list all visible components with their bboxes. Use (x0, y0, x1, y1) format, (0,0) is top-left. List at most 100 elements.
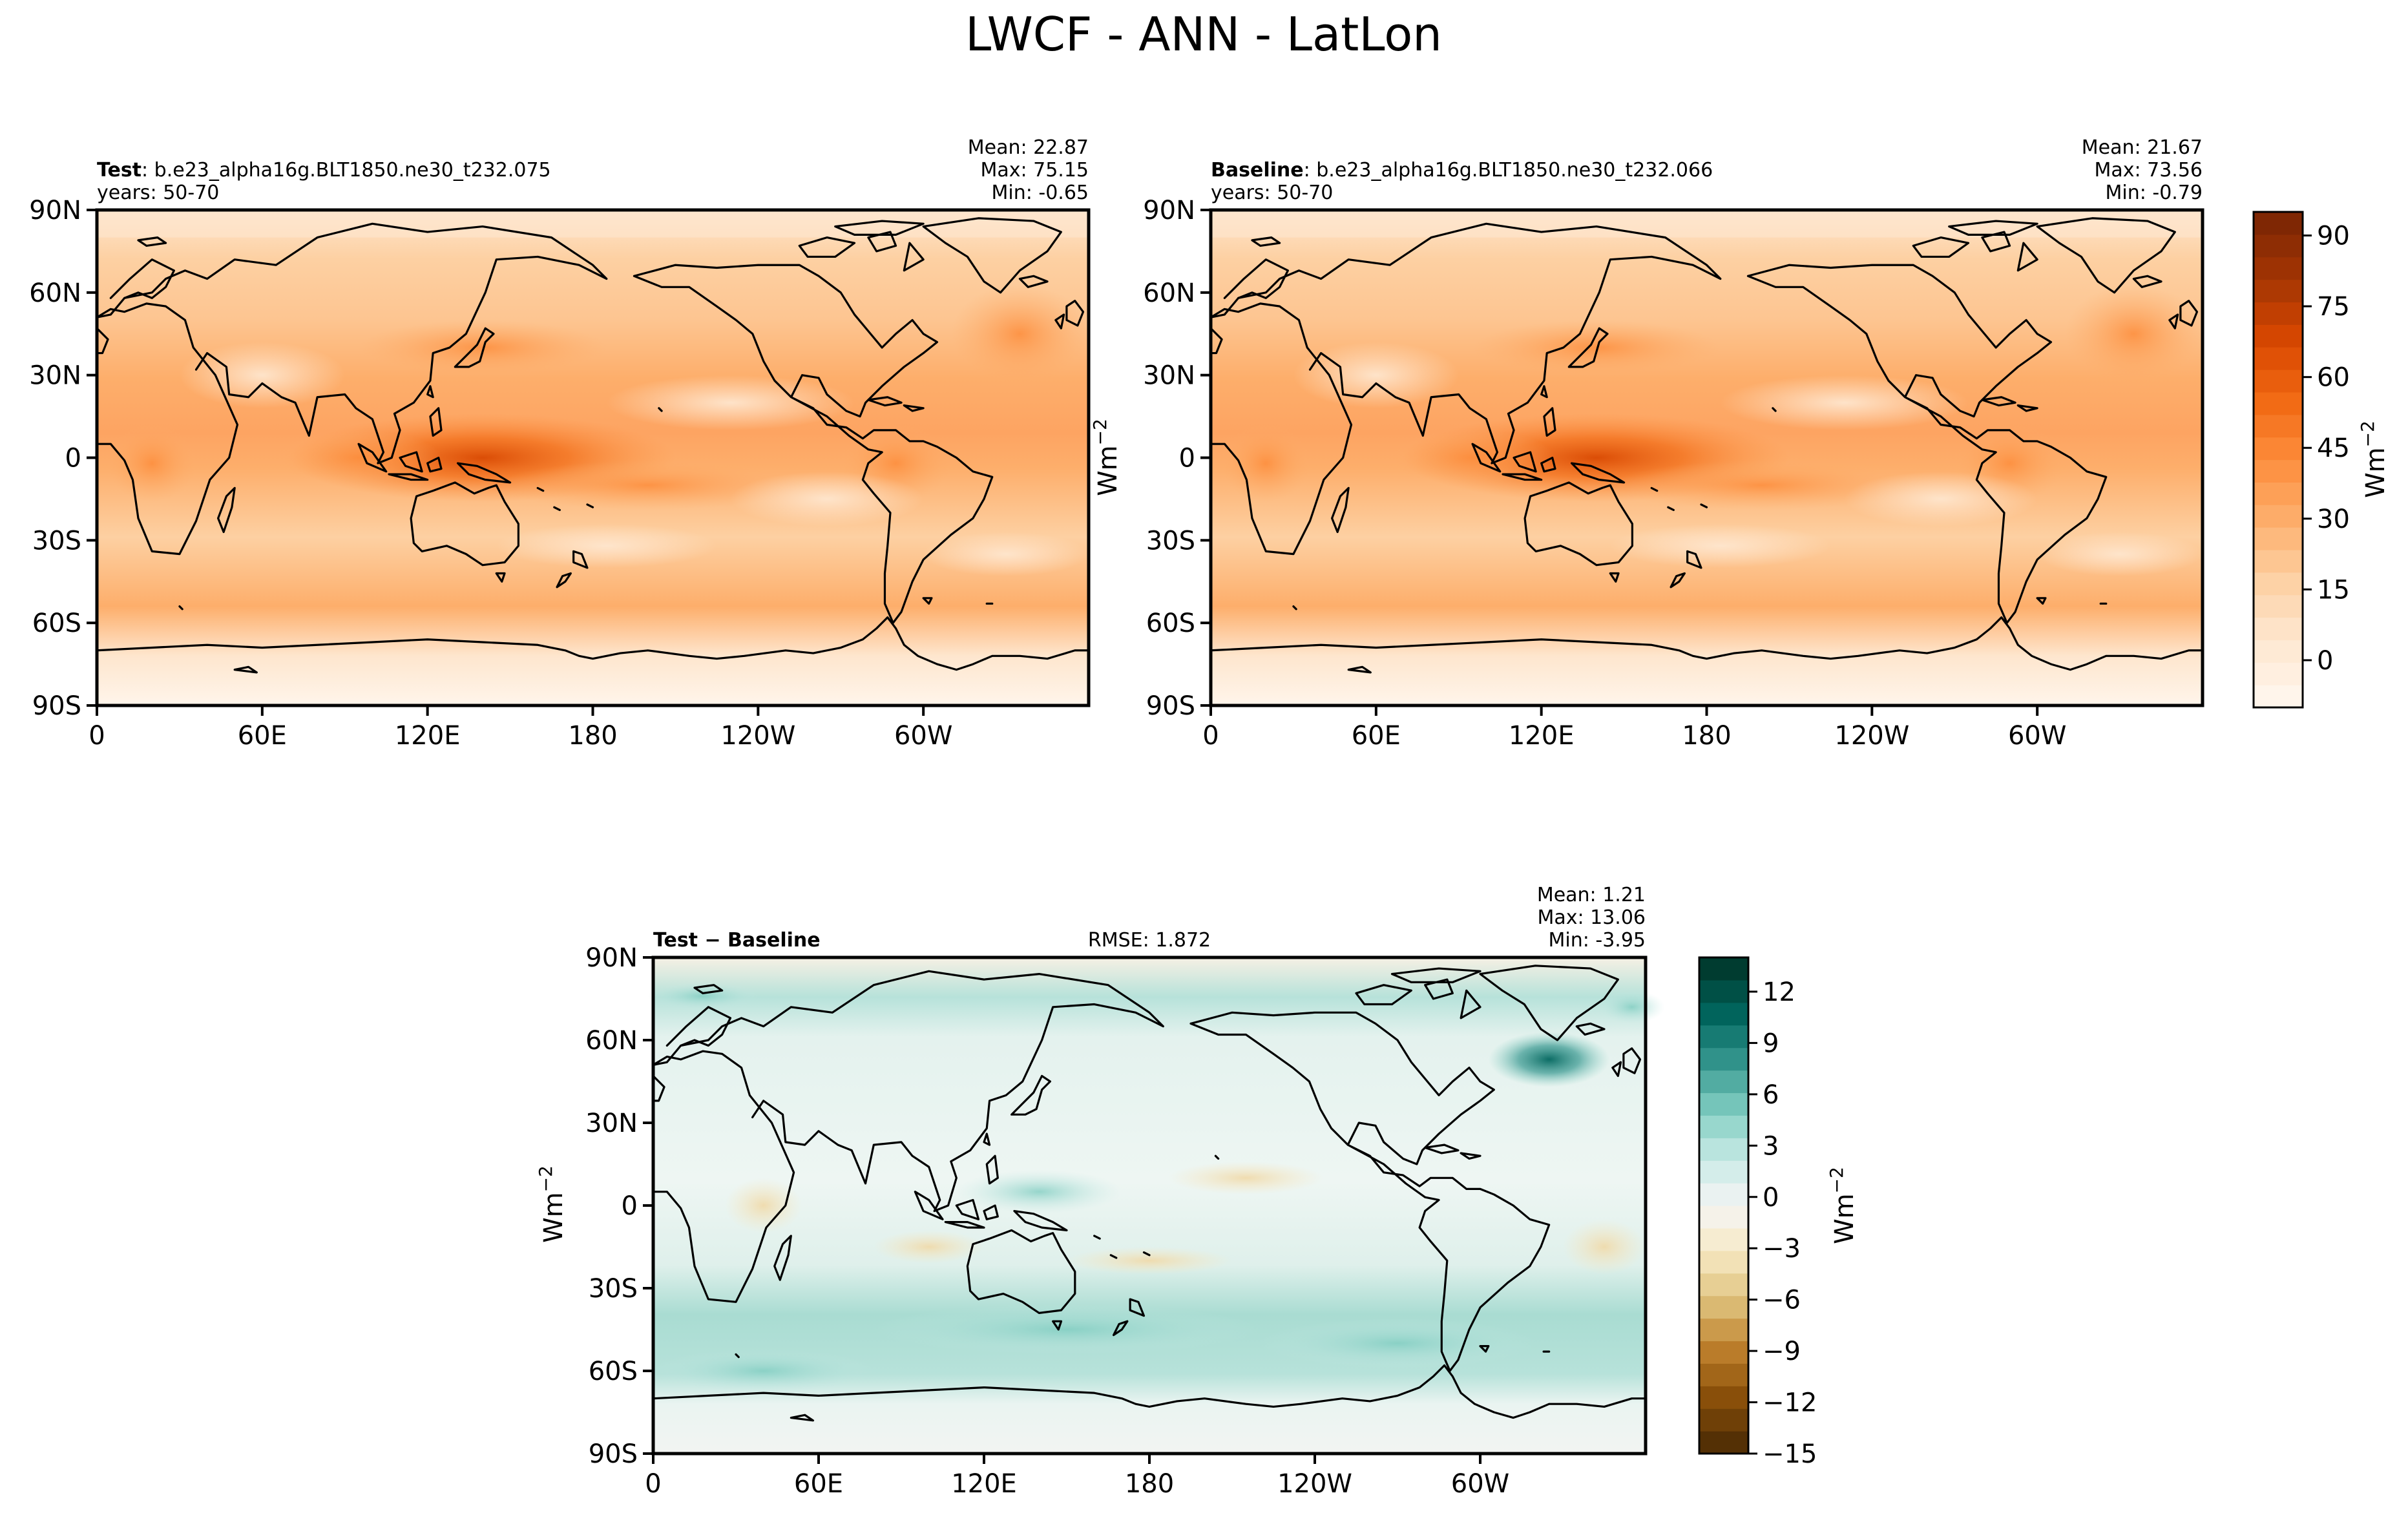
diff-xtick-label: 180 (1125, 1469, 1174, 1499)
colorbar-diff-tick-label: 9 (1763, 1028, 1779, 1058)
test-ytick-label: 60N (29, 278, 81, 308)
baseline-xtick-label: 0 (1202, 721, 1219, 751)
colorbar-top-level (2254, 572, 2303, 596)
colorbar-diff-level (1699, 1341, 1748, 1364)
colorbar-top-level (2254, 370, 2303, 393)
baseline-years: years: 50-70 (1211, 182, 1333, 204)
baseline-ylabel: Wm−2 (1089, 419, 1123, 496)
colorbar-top-level (2254, 391, 2303, 415)
colorbar-diff-level (1699, 1250, 1748, 1274)
colorbar-top-tick-label: 15 (2317, 575, 2350, 605)
colorbar-diff-level (1699, 957, 1748, 981)
colorbar-top-level (2254, 527, 2303, 550)
colorbar-top-tick-label: 0 (2317, 646, 2333, 676)
colorbar-diff-level (1699, 1363, 1748, 1386)
colorbar-top-level (2254, 414, 2303, 438)
colorbar-diff-level (1699, 1227, 1748, 1251)
baseline-stat-min: Min: -0.79 (2106, 182, 2203, 204)
colorbar-top-level (2254, 212, 2303, 235)
test-case: : b.e23_alpha16g.BLT1850.ne30_t232.075 (141, 159, 551, 182)
colorbar-top-level (2254, 459, 2303, 483)
test-ytick-label: 60S (32, 609, 81, 638)
colorbar-diff-tick-label: −6 (1763, 1286, 1801, 1315)
diff-ytick-label: 90S (589, 1439, 638, 1469)
diff-ytick-label: 60S (589, 1357, 638, 1386)
colorbar-diff-level (1699, 1160, 1748, 1184)
baseline-xtick-label: 120W (1834, 721, 1909, 751)
colorbar-top-tick-label: 30 (2317, 505, 2350, 534)
colorbar-diff-level (1699, 1025, 1748, 1049)
diff-stat-mean: Mean: 1.21 (1537, 884, 1646, 906)
colorbar-top-level (2254, 324, 2303, 348)
baseline-xtick-label: 180 (1682, 721, 1731, 751)
colorbar-top-level (2254, 685, 2303, 708)
colorbar-diff-level (1699, 1431, 1748, 1454)
baseline-label: Baseline (1211, 159, 1304, 182)
colorbar-top-level (2254, 279, 2303, 303)
diff-ylabel: Wm−2 (535, 1165, 569, 1243)
baseline-ytick-label: 60S (1146, 609, 1195, 638)
colorbar-top-tick-label: 60 (2317, 363, 2350, 393)
diff-ytick-label: 60N (585, 1026, 638, 1056)
colorbar-diff-level (1699, 1138, 1748, 1161)
test-stat-mean: Mean: 22.87 (968, 136, 1089, 159)
colorbar-top-tick-label: 45 (2317, 433, 2350, 463)
colorbar-top-level (2254, 256, 2303, 280)
colorbar-top-level (2254, 662, 2303, 685)
diff-xtick-label: 120W (1277, 1469, 1352, 1499)
figure-title: LWCF - ANN - LatLon (965, 7, 1442, 61)
baseline-ytick-label: 30S (1146, 526, 1195, 556)
baseline-map: 0 60E 120E 180 120W 60W 90N 60N 30N 0 30S 60S 90S (1143, 196, 2204, 751)
diff-panel-title: Test − Baseline (653, 929, 821, 952)
test-years: years: 50-70 (97, 182, 219, 204)
baseline-case: : b.e23_alpha16g.BLT1850.ne30_t232.066 (1304, 159, 1713, 182)
test-ytick-label: 30S (32, 526, 81, 556)
colorbar-diff-level (1699, 1070, 1748, 1094)
colorbar-diff-level (1699, 1273, 1748, 1297)
baseline-ytick-label: 60N (1143, 278, 1195, 308)
colorbar-diff-level (1699, 1318, 1748, 1342)
colorbar-diff-level (1699, 1183, 1748, 1206)
diff-xtick-label: 120E (951, 1469, 1017, 1499)
colorbar-top-level (2254, 302, 2303, 325)
diff-stat-min: Min: -3.95 (1549, 929, 1646, 952)
test-ytick-label: 90S (32, 691, 81, 721)
colorbar-diff-level (1699, 1408, 1748, 1432)
colorbar-top-level (2254, 505, 2303, 528)
colorbar-top-level (2254, 640, 2303, 663)
diff-ytick-label: 30S (589, 1274, 638, 1304)
colorbar-diff-tick-label: 12 (1763, 977, 1796, 1007)
colorbar-top-tick-label: 75 (2317, 292, 2350, 322)
colorbar-diff-tick-label: 3 (1763, 1131, 1779, 1161)
test-label: Test (97, 159, 141, 182)
baseline-xtick-label: 60W (2008, 721, 2066, 751)
colorbar-diff-level (1699, 1092, 1748, 1116)
test-xtick-label: 60W (894, 721, 952, 751)
colorbar-diff-level (1699, 1386, 1748, 1409)
colorbar-diff-tick-label: −9 (1763, 1337, 1801, 1366)
baseline-ytick-label: 0 (1179, 444, 1195, 474)
colorbar-diff-tick-label: −3 (1763, 1234, 1801, 1264)
test-field (97, 210, 1089, 705)
colorbar-diff-level (1699, 1115, 1748, 1138)
diff-ytick-label: 30N (585, 1109, 638, 1138)
test-stat-min: Min: -0.65 (992, 182, 1089, 204)
colorbar-diff-level (1699, 1047, 1748, 1071)
colorbar-diff-units: Wm−2 (1826, 1167, 1859, 1244)
colorbar-top-units: Wm−2 (2357, 421, 2391, 498)
diff-map: 0 60E 120E 180 120W 60W 90N 60N 30N 0 30S 60S 90S (585, 943, 1665, 1499)
baseline-panel-title: Baseline: b.e23_alpha16g.BLT1850.ne30_t2… (1211, 159, 1713, 182)
colorbar-diff-tick-label: −12 (1763, 1388, 1817, 1418)
diff-rmse: RMSE: 1.872 (1088, 929, 1211, 952)
baseline-xtick-label: 60E (1352, 721, 1401, 751)
colorbar-diff-tick-label: −15 (1763, 1439, 1817, 1469)
colorbar-top: 0 15 30 45 60 75 90 (2252, 211, 2350, 709)
baseline-ytick-label: 90N (1143, 196, 1195, 225)
test-ytick-label: 0 (65, 444, 81, 474)
colorbar-top-level (2254, 234, 2303, 258)
test-xtick-label: 180 (568, 721, 617, 751)
diff-ytick-label: 0 (622, 1191, 638, 1221)
test-map: 0 60E 120E 180 120W 60W 90N 60N 30N 0 30S 60S 90S (29, 196, 1091, 751)
colorbar-diff: 12 9 6 3 0 −3 −6 −9 −12 −15 (1698, 956, 1817, 1469)
